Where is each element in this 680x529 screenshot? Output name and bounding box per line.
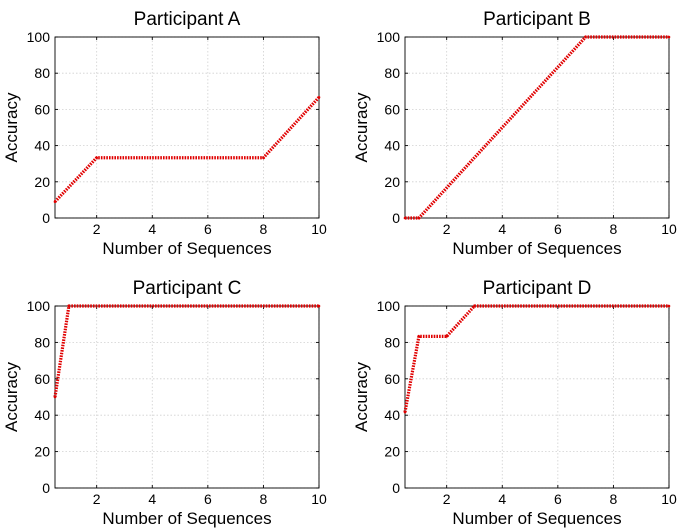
x-tick-label: 6 bbox=[554, 221, 562, 237]
y-axis-label: Accuracy bbox=[352, 92, 371, 162]
plot-frame bbox=[404, 36, 670, 219]
plot-area bbox=[405, 306, 669, 488]
y-tick-label: 20 bbox=[384, 174, 400, 190]
data-point bbox=[317, 95, 321, 99]
y-tick-label: 0 bbox=[42, 480, 50, 496]
x-tick-label: 8 bbox=[610, 221, 618, 237]
y-tick-label: 20 bbox=[34, 174, 50, 190]
y-axis-label: Accuracy bbox=[2, 362, 21, 432]
y-tick-label: 60 bbox=[34, 371, 50, 387]
x-axis-label: Number of Sequences bbox=[452, 239, 621, 258]
y-tick-label: 20 bbox=[384, 444, 400, 460]
data-point bbox=[53, 395, 57, 399]
x-tick-label: 6 bbox=[204, 221, 212, 237]
plot-area bbox=[55, 306, 319, 488]
data-point bbox=[403, 410, 407, 414]
y-tick-label: 80 bbox=[34, 65, 50, 81]
y-tick-label: 100 bbox=[377, 298, 401, 314]
data-point bbox=[417, 335, 421, 338]
y-tick-label: 60 bbox=[384, 101, 400, 117]
y-tick-label: 40 bbox=[34, 138, 50, 154]
data-point bbox=[67, 304, 71, 308]
data-point bbox=[584, 35, 587, 39]
chart-title: Participant A bbox=[134, 9, 241, 30]
x-tick-label: 10 bbox=[311, 221, 327, 237]
y-tick-label: 40 bbox=[384, 138, 400, 154]
x-tick-label: 2 bbox=[443, 221, 451, 237]
y-tick-label: 100 bbox=[27, 298, 51, 314]
y-axis-label: Accuracy bbox=[352, 362, 371, 432]
y-tick-label: 40 bbox=[384, 407, 400, 423]
x-tick-label: 2 bbox=[93, 491, 101, 507]
x-tick-label: 8 bbox=[260, 491, 268, 507]
data-point bbox=[667, 304, 671, 308]
chart-title: Participant C bbox=[133, 278, 242, 299]
y-tick-label: 60 bbox=[34, 101, 50, 117]
plot-area bbox=[55, 37, 319, 218]
data-point bbox=[417, 216, 421, 220]
x-axis-label: Number of Sequences bbox=[452, 509, 621, 528]
x-tick-label: 4 bbox=[498, 221, 506, 237]
series-line bbox=[405, 35, 669, 220]
y-tick-label: 100 bbox=[27, 29, 51, 45]
chart-title: Participant D bbox=[483, 278, 592, 299]
x-tick-label: 10 bbox=[661, 491, 677, 507]
data-point bbox=[95, 156, 98, 160]
y-tick-label: 20 bbox=[34, 444, 50, 460]
data-point bbox=[262, 156, 265, 160]
x-tick-label: 10 bbox=[661, 221, 677, 237]
x-tick-label: 4 bbox=[498, 491, 506, 507]
data-point bbox=[445, 335, 448, 338]
x-tick-label: 2 bbox=[443, 491, 451, 507]
y-tick-label: 0 bbox=[392, 480, 400, 496]
x-tick-label: 6 bbox=[204, 491, 212, 507]
x-axis-label: Number of Sequences bbox=[102, 239, 271, 258]
x-tick-label: 8 bbox=[260, 221, 268, 237]
x-tick-label: 2 bbox=[93, 221, 101, 237]
data-point bbox=[667, 35, 671, 39]
data-point bbox=[473, 304, 476, 308]
series-line bbox=[53, 96, 321, 203]
y-tick-label: 40 bbox=[34, 407, 50, 423]
x-tick-label: 4 bbox=[148, 491, 156, 507]
x-tick-label: 8 bbox=[610, 491, 618, 507]
x-tick-label: 4 bbox=[148, 221, 156, 237]
x-tick-label: 6 bbox=[554, 491, 562, 507]
data-point bbox=[403, 216, 407, 220]
x-tick-label: 10 bbox=[311, 491, 327, 507]
y-tick-label: 80 bbox=[34, 334, 50, 350]
x-axis-label: Number of Sequences bbox=[102, 509, 271, 528]
plot-area bbox=[405, 37, 669, 218]
y-tick-label: 100 bbox=[377, 29, 401, 45]
y-tick-label: 80 bbox=[384, 65, 400, 81]
y-tick-label: 60 bbox=[384, 371, 400, 387]
chart-title: Participant B bbox=[483, 9, 591, 30]
y-tick-label: 0 bbox=[392, 210, 400, 226]
data-point bbox=[53, 200, 57, 204]
plot-frame bbox=[54, 36, 320, 219]
series-line bbox=[403, 304, 669, 413]
y-tick-label: 80 bbox=[384, 334, 400, 350]
y-axis-label: Accuracy bbox=[2, 92, 21, 162]
y-tick-label: 0 bbox=[42, 210, 50, 226]
data-point bbox=[317, 304, 321, 308]
